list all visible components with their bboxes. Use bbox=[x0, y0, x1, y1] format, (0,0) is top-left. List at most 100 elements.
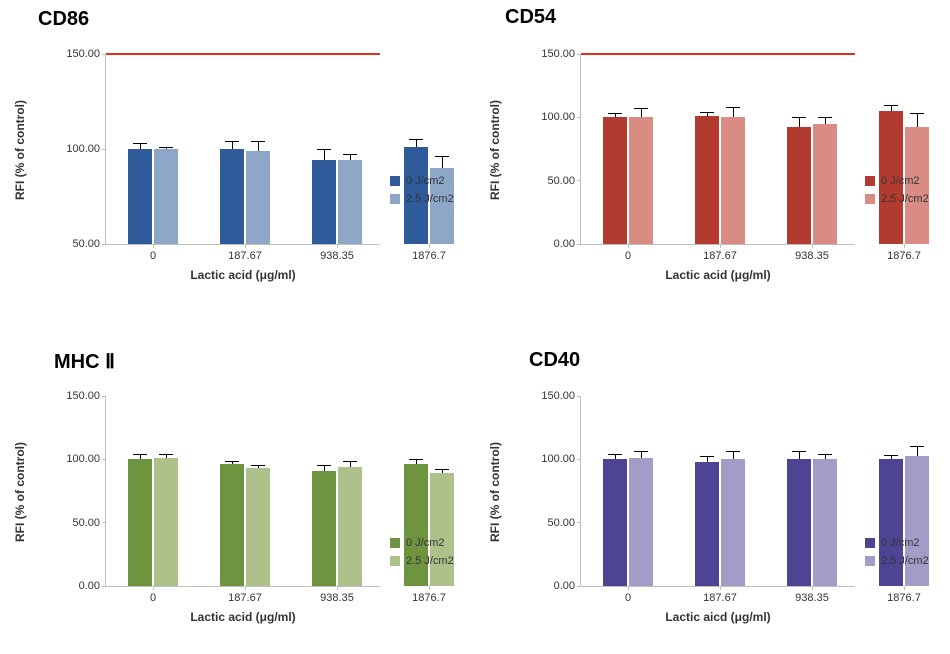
error-bar bbox=[733, 452, 734, 460]
x-tick bbox=[153, 244, 154, 248]
x-tick bbox=[628, 244, 629, 248]
error-bar bbox=[891, 456, 892, 460]
legend-item: 0 J/cm2 bbox=[865, 537, 929, 549]
chart-area: 50.00100.00150.000187.67938.351876.7Lact… bbox=[105, 55, 380, 245]
y-axis-title: RFI (% of control) bbox=[488, 100, 502, 200]
legend: 0 J/cm2 2.5 J/cm2 bbox=[865, 537, 929, 573]
x-tick bbox=[628, 586, 629, 590]
y-tick bbox=[577, 396, 581, 397]
error-cap bbox=[159, 454, 173, 455]
x-tick-label: 0 bbox=[625, 250, 631, 262]
x-tick-label: 1876.7 bbox=[412, 250, 446, 262]
error-bar bbox=[350, 462, 351, 467]
error-cap bbox=[435, 156, 449, 157]
error-cap bbox=[884, 105, 898, 106]
y-tick-label: 0.00 bbox=[554, 238, 575, 250]
error-cap bbox=[700, 112, 714, 113]
y-tick bbox=[577, 522, 581, 523]
y-tick-label: 150.00 bbox=[541, 48, 575, 60]
x-tick bbox=[429, 586, 430, 590]
legend-item: 0 J/cm2 bbox=[865, 175, 929, 187]
chart-area: 0.0050.00100.00150.000187.67938.351876.7… bbox=[105, 397, 380, 587]
error-cap bbox=[409, 459, 423, 460]
chart-area: 0.0050.00100.00150.000187.67938.351876.7… bbox=[580, 55, 855, 245]
legend-item: 2.5 J/cm2 bbox=[390, 193, 454, 205]
bar bbox=[695, 462, 719, 586]
panel-cd54: CD540.0050.00100.00150.000187.67938.3518… bbox=[475, 0, 950, 327]
panel-title: CD40 bbox=[529, 349, 580, 372]
y-tick bbox=[577, 459, 581, 460]
bar bbox=[312, 471, 336, 586]
x-tick-label: 938.35 bbox=[795, 592, 829, 604]
x-tick-label: 1876.7 bbox=[887, 592, 921, 604]
error-bar bbox=[232, 141, 233, 149]
error-bar bbox=[891, 106, 892, 111]
error-cap bbox=[317, 465, 331, 466]
error-bar bbox=[825, 454, 826, 459]
error-bar bbox=[442, 469, 443, 473]
bar bbox=[695, 116, 719, 244]
y-tick-label: 50.00 bbox=[72, 238, 100, 250]
legend-item: 2.5 J/cm2 bbox=[865, 193, 929, 205]
bar bbox=[813, 124, 837, 244]
reference-line bbox=[581, 53, 855, 55]
legend-swatch bbox=[865, 176, 875, 186]
x-tick-label: 1876.7 bbox=[887, 250, 921, 262]
x-tick bbox=[245, 586, 246, 590]
error-cap bbox=[225, 461, 239, 462]
x-tick-label: 0 bbox=[625, 592, 631, 604]
error-bar bbox=[324, 149, 325, 160]
legend-item: 2.5 J/cm2 bbox=[390, 555, 454, 567]
chart-area: 0.0050.00100.00150.000187.67938.351876.7… bbox=[580, 397, 855, 587]
error-cap bbox=[726, 107, 740, 108]
error-bar bbox=[641, 108, 642, 117]
bar bbox=[154, 458, 178, 586]
bar bbox=[721, 117, 745, 244]
y-tick-label: 50.00 bbox=[547, 175, 575, 187]
legend-swatch bbox=[390, 538, 400, 548]
y-tick-label: 50.00 bbox=[547, 517, 575, 529]
bar bbox=[629, 117, 653, 244]
y-axis-title: RFI (% of control) bbox=[13, 100, 27, 200]
error-bar bbox=[140, 454, 141, 459]
x-tick-label: 187.67 bbox=[228, 250, 262, 262]
error-cap bbox=[608, 454, 622, 455]
y-tick bbox=[102, 586, 106, 587]
x-tick bbox=[337, 244, 338, 248]
error-cap bbox=[726, 451, 740, 452]
error-cap bbox=[159, 147, 173, 148]
error-cap bbox=[700, 456, 714, 457]
legend-item: 0 J/cm2 bbox=[390, 175, 454, 187]
error-bar bbox=[615, 454, 616, 459]
error-cap bbox=[634, 451, 648, 452]
error-bar bbox=[615, 114, 616, 118]
y-axis-title: RFI (% of control) bbox=[13, 442, 27, 542]
error-bar bbox=[166, 454, 167, 458]
x-tick bbox=[153, 586, 154, 590]
legend-label: 0 J/cm2 bbox=[406, 537, 445, 549]
bar bbox=[603, 459, 627, 586]
y-tick-label: 100.00 bbox=[541, 111, 575, 123]
panel-cd40: CD40 0.0050.00100.00150.000187.67938.3518… bbox=[475, 327, 950, 654]
error-bar bbox=[324, 466, 325, 471]
legend-label: 2.5 J/cm2 bbox=[406, 193, 454, 205]
error-cap bbox=[818, 454, 832, 455]
bar bbox=[813, 459, 837, 586]
legend-swatch bbox=[390, 176, 400, 186]
x-axis-title: Lactic acid (μg/ml) bbox=[190, 268, 295, 282]
error-bar bbox=[917, 114, 918, 128]
legend-label: 2.5 J/cm2 bbox=[881, 555, 929, 567]
y-tick-label: 0.00 bbox=[554, 580, 575, 592]
bar bbox=[312, 160, 336, 244]
legend-swatch bbox=[865, 556, 875, 566]
panel-cd86: CD8650.00100.00150.000187.67938.351876.7… bbox=[0, 0, 475, 327]
error-bar bbox=[707, 112, 708, 116]
error-bar bbox=[799, 452, 800, 460]
error-bar bbox=[416, 459, 417, 464]
legend: 0 J/cm2 2.5 J/cm2 bbox=[865, 175, 929, 211]
bar bbox=[787, 459, 811, 586]
error-bar bbox=[825, 117, 826, 123]
error-cap bbox=[251, 465, 265, 466]
error-cap bbox=[343, 154, 357, 155]
y-tick bbox=[102, 396, 106, 397]
